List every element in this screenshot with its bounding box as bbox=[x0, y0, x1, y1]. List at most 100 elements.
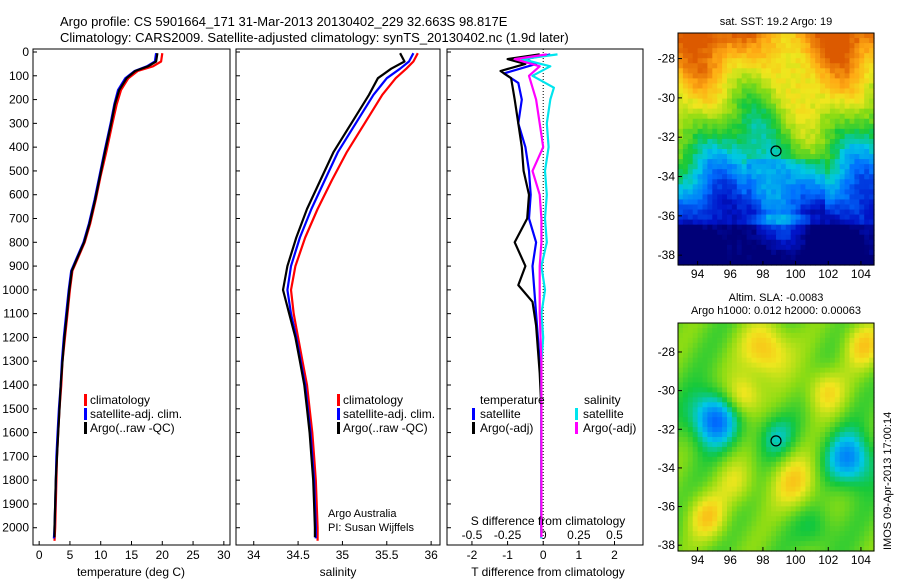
map-cell bbox=[854, 546, 860, 552]
map-cell bbox=[697, 43, 704, 49]
map-cell bbox=[820, 164, 826, 170]
map-cell bbox=[741, 402, 748, 408]
map-cell bbox=[820, 133, 826, 140]
map-cell bbox=[854, 244, 860, 251]
map-cell bbox=[776, 184, 782, 190]
map-cell bbox=[839, 113, 846, 120]
map-cell bbox=[741, 48, 748, 54]
map-cell bbox=[717, 244, 723, 251]
map-cell bbox=[839, 352, 846, 359]
map-cell bbox=[712, 239, 718, 246]
map-cell bbox=[697, 392, 704, 398]
map-cell bbox=[844, 169, 851, 175]
map-cell bbox=[751, 486, 757, 493]
map-cell bbox=[790, 199, 797, 206]
map-cell bbox=[820, 249, 826, 256]
map-cell bbox=[687, 219, 694, 226]
map-cell bbox=[722, 427, 728, 433]
map-x-tick-label: 100 bbox=[786, 553, 806, 567]
map-cell bbox=[751, 194, 757, 201]
map-cell bbox=[790, 427, 797, 433]
map-cell bbox=[805, 244, 811, 251]
map-cell bbox=[815, 536, 821, 542]
map-cell bbox=[682, 377, 689, 384]
map-cell bbox=[702, 441, 708, 448]
map-cell bbox=[790, 58, 797, 64]
map-cell bbox=[727, 531, 733, 537]
map-cell bbox=[741, 451, 748, 458]
map-cell bbox=[702, 526, 708, 532]
map-cell bbox=[692, 506, 699, 512]
map-cell bbox=[810, 407, 816, 413]
map-cell bbox=[741, 194, 748, 201]
map-cell bbox=[697, 249, 704, 256]
map-cell bbox=[746, 78, 753, 85]
map-cell bbox=[869, 342, 875, 349]
map-cell bbox=[727, 526, 733, 532]
map-cell bbox=[736, 546, 743, 552]
map-cell bbox=[854, 189, 860, 195]
map-cell bbox=[692, 48, 699, 54]
map-cell bbox=[678, 476, 684, 483]
map-cell bbox=[741, 149, 748, 155]
map-cell bbox=[790, 486, 797, 493]
map-cell bbox=[864, 118, 870, 125]
map-cell bbox=[780, 93, 787, 100]
map-cell bbox=[712, 501, 718, 507]
map-cell bbox=[839, 154, 846, 160]
map-cell bbox=[844, 526, 851, 532]
map-cell bbox=[815, 521, 821, 527]
map-cell bbox=[727, 412, 733, 418]
x-tick-label: 30 bbox=[217, 548, 231, 562]
map-cell bbox=[869, 461, 875, 468]
map-cell bbox=[736, 451, 743, 458]
map-cell bbox=[800, 199, 806, 206]
map-cell bbox=[678, 53, 684, 59]
map-cell bbox=[780, 486, 787, 493]
map-cell bbox=[805, 332, 811, 339]
map-cell bbox=[731, 78, 738, 85]
map-cell bbox=[717, 501, 723, 507]
map-cell bbox=[869, 387, 875, 393]
map-cell bbox=[702, 113, 708, 120]
map-cell bbox=[702, 541, 708, 547]
map-cell bbox=[756, 58, 762, 64]
map-cell bbox=[727, 541, 733, 547]
map-cell bbox=[776, 392, 782, 398]
map-cell bbox=[859, 402, 865, 408]
map-cell bbox=[702, 362, 708, 369]
map-cell bbox=[751, 33, 757, 39]
map-cell bbox=[795, 327, 802, 334]
map-cell bbox=[859, 471, 865, 478]
map-cell bbox=[795, 422, 802, 428]
map-cell bbox=[805, 412, 811, 418]
map-cell bbox=[687, 199, 694, 206]
map-cell bbox=[820, 402, 826, 408]
map-cell bbox=[776, 377, 782, 384]
map-cell bbox=[849, 118, 855, 125]
map-cell bbox=[697, 382, 704, 389]
map-cell bbox=[687, 164, 694, 170]
map-cell bbox=[707, 259, 713, 266]
map-y-tick-label: -30 bbox=[658, 384, 676, 398]
x-tick-label: 25 bbox=[186, 548, 200, 562]
map-cell bbox=[697, 427, 704, 433]
map-cell bbox=[771, 219, 777, 226]
map-cell bbox=[678, 471, 684, 478]
map-cell bbox=[776, 63, 782, 69]
map-cell bbox=[780, 43, 787, 49]
map-cell bbox=[825, 372, 831, 379]
map-cell bbox=[761, 496, 767, 503]
map-cell bbox=[712, 184, 718, 190]
map-cell bbox=[849, 412, 855, 418]
map-cell bbox=[834, 486, 841, 493]
map-cell bbox=[869, 501, 875, 507]
map-cell bbox=[722, 239, 728, 246]
map-cell bbox=[712, 53, 718, 59]
map-cell bbox=[741, 73, 748, 79]
map-cell bbox=[859, 461, 865, 468]
map-cell bbox=[800, 382, 806, 389]
map-cell bbox=[736, 456, 743, 463]
map-cell bbox=[731, 128, 738, 135]
map-cell bbox=[805, 174, 811, 180]
